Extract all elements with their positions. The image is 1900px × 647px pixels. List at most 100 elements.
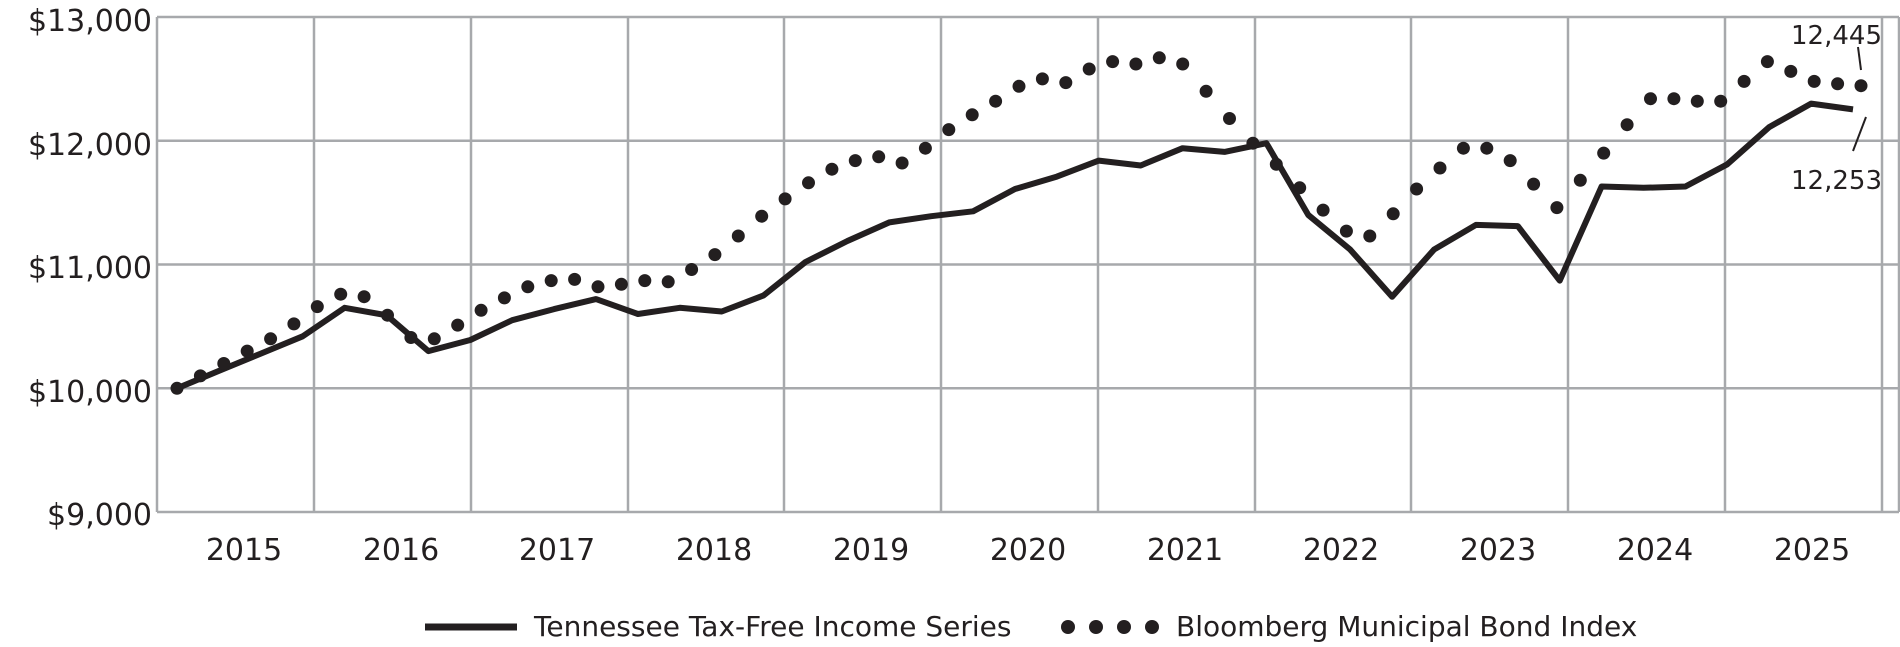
series-point-bloomberg-municipal-bond-index xyxy=(1667,92,1681,106)
series-point-bloomberg-municipal-bond-index xyxy=(474,303,488,317)
series-point-bloomberg-municipal-bond-index xyxy=(1597,146,1611,160)
series-point-bloomberg-municipal-bond-index xyxy=(685,263,699,276)
series-point-bloomberg-municipal-bond-index xyxy=(802,176,815,190)
series-point-bloomberg-municipal-bond-index xyxy=(1690,94,1704,108)
end-label-index: 12,445 xyxy=(1791,21,1882,51)
series-point-bloomberg-municipal-bond-index xyxy=(1527,177,1541,191)
series-point-bloomberg-municipal-bond-index xyxy=(1199,84,1213,98)
series-point-bloomberg-municipal-bond-index xyxy=(614,277,628,291)
series-point-bloomberg-municipal-bond-index xyxy=(1316,203,1330,217)
x-tick-label-2021: 2021 xyxy=(1147,533,1223,568)
series-point-bloomberg-municipal-bond-index xyxy=(1573,173,1587,187)
series-point-bloomberg-municipal-bond-index xyxy=(638,274,652,288)
series-point-bloomberg-municipal-bond-index xyxy=(1129,57,1143,71)
series-point-bloomberg-municipal-bond-index xyxy=(1246,136,1260,150)
y-tick-label-1: $10,000 xyxy=(28,375,152,410)
x-tick-label-2020: 2020 xyxy=(990,533,1066,568)
series-layer xyxy=(170,51,1868,395)
series-point-bloomberg-municipal-bond-index xyxy=(1059,76,1073,90)
series-point-bloomberg-municipal-bond-index xyxy=(778,192,792,206)
series-point-bloomberg-municipal-bond-index xyxy=(217,357,231,370)
series-point-bloomberg-municipal-bond-index xyxy=(1339,224,1353,238)
series-point-bloomberg-municipal-bond-index xyxy=(1152,51,1166,65)
series-point-bloomberg-municipal-bond-index xyxy=(451,318,465,332)
x-tick-label-2023: 2023 xyxy=(1460,533,1536,568)
series-point-bloomberg-municipal-bond-index xyxy=(1784,64,1798,78)
x-tick-label-2016: 2016 xyxy=(363,533,439,568)
series-point-bloomberg-municipal-bond-index xyxy=(1269,157,1283,171)
x-tick-label-2019: 2019 xyxy=(833,533,909,568)
series-point-bloomberg-municipal-bond-index xyxy=(193,369,207,383)
series-point-bloomberg-municipal-bond-index xyxy=(1035,72,1049,86)
x-tick-label-2017: 2017 xyxy=(519,533,595,568)
series-point-bloomberg-municipal-bond-index xyxy=(1410,182,1424,196)
end-label-fund: 12,253 xyxy=(1791,166,1882,196)
series-point-bloomberg-municipal-bond-index xyxy=(731,229,745,243)
series-point-bloomberg-municipal-bond-index xyxy=(544,274,558,288)
series-point-bloomberg-municipal-bond-index xyxy=(287,317,301,331)
series-point-bloomberg-municipal-bond-index xyxy=(1480,141,1494,155)
series-point-bloomberg-municipal-bond-index xyxy=(357,290,371,304)
series-point-bloomberg-municipal-bond-index xyxy=(404,331,418,344)
series-point-bloomberg-municipal-bond-index xyxy=(521,280,535,294)
series-point-bloomberg-municipal-bond-index xyxy=(1012,79,1026,93)
series-point-bloomberg-municipal-bond-index xyxy=(1620,118,1634,132)
y-tick-label-4: $13,000 xyxy=(28,4,152,39)
series-point-bloomberg-municipal-bond-index xyxy=(942,123,956,137)
series-point-bloomberg-municipal-bond-index xyxy=(1503,154,1517,168)
series-point-bloomberg-municipal-bond-index xyxy=(591,280,605,294)
series-point-bloomberg-municipal-bond-index xyxy=(1737,74,1751,88)
y-tick-label-3: $12,000 xyxy=(28,128,152,163)
legend: Tennessee Tax-Free Income Series Bloombe… xyxy=(425,610,1637,643)
legend-swatch-index xyxy=(1061,620,1159,634)
series-point-bloomberg-municipal-bond-index xyxy=(1831,77,1845,91)
series-point-bloomberg-municipal-bond-index xyxy=(1293,181,1307,195)
series-point-bloomberg-municipal-bond-index xyxy=(825,162,839,176)
series-point-bloomberg-municipal-bond-index xyxy=(965,108,979,122)
series-point-bloomberg-municipal-bond-index xyxy=(310,300,324,314)
x-tick-label-2022: 2022 xyxy=(1303,533,1379,568)
series-point-bloomberg-municipal-bond-index xyxy=(1644,92,1657,106)
series-point-bloomberg-municipal-bond-index xyxy=(1106,55,1120,69)
series-point-bloomberg-municipal-bond-index xyxy=(170,381,184,395)
end-value-labels: 12,445 12,253 xyxy=(1791,21,1882,196)
series-point-bloomberg-municipal-bond-index xyxy=(708,248,722,262)
series-point-bloomberg-municipal-bond-index xyxy=(1760,55,1774,69)
x-tick-label-2024: 2024 xyxy=(1617,533,1693,568)
series-point-bloomberg-municipal-bond-index xyxy=(1176,57,1190,71)
series-point-bloomberg-municipal-bond-index xyxy=(1386,207,1400,221)
series-point-bloomberg-municipal-bond-index xyxy=(989,94,1003,108)
series-point-bloomberg-municipal-bond-index xyxy=(1082,62,1096,76)
legend-label-index: Bloomberg Municipal Bond Index xyxy=(1176,610,1637,643)
series-point-bloomberg-municipal-bond-index xyxy=(1223,112,1236,125)
series-point-bloomberg-municipal-bond-index xyxy=(427,332,441,346)
series-point-bloomberg-municipal-bond-index xyxy=(895,156,909,170)
series-point-bloomberg-municipal-bond-index xyxy=(848,154,862,168)
x-tick-label-2015: 2015 xyxy=(206,533,282,568)
series-point-bloomberg-municipal-bond-index xyxy=(568,272,582,286)
x-tick-label-2018: 2018 xyxy=(676,533,752,568)
series-point-bloomberg-municipal-bond-index xyxy=(497,291,511,305)
series-point-bloomberg-municipal-bond-index xyxy=(240,344,254,358)
series-point-bloomberg-municipal-bond-index xyxy=(918,141,932,155)
series-point-bloomberg-municipal-bond-index xyxy=(1433,161,1447,175)
x-tick-label-2025: 2025 xyxy=(1774,533,1850,568)
series-point-bloomberg-municipal-bond-index xyxy=(1363,229,1377,243)
x-axis-tick-labels: 2015 2016 2017 2018 2019 2020 2021 2022 … xyxy=(206,533,1850,568)
y-tick-label-2: $11,000 xyxy=(28,251,152,286)
series-point-bloomberg-municipal-bond-index xyxy=(1456,141,1470,155)
series-line-tennessee-tax-free-income xyxy=(175,100,1854,392)
series-point-bloomberg-municipal-bond-index xyxy=(1807,74,1821,88)
grid-lines xyxy=(155,15,1900,514)
legend-label-fund: Tennessee Tax-Free Income Series xyxy=(533,610,1011,643)
y-axis-tick-labels: $9,000 $10,000 $11,000 $12,000 $13,000 xyxy=(28,4,152,533)
series-point-bloomberg-municipal-bond-index xyxy=(264,332,278,346)
series-point-bloomberg-municipal-bond-index xyxy=(872,150,886,164)
end-label-leader-index xyxy=(1857,46,1862,71)
series-point-bloomberg-municipal-bond-index xyxy=(334,287,348,301)
series-point-bloomberg-municipal-bond-index xyxy=(755,209,769,223)
series-point-bloomberg-municipal-bond-index xyxy=(661,275,675,289)
series-point-bloomberg-municipal-bond-index xyxy=(1714,94,1728,108)
series-point-bloomberg-municipal-bond-index xyxy=(1550,201,1564,215)
